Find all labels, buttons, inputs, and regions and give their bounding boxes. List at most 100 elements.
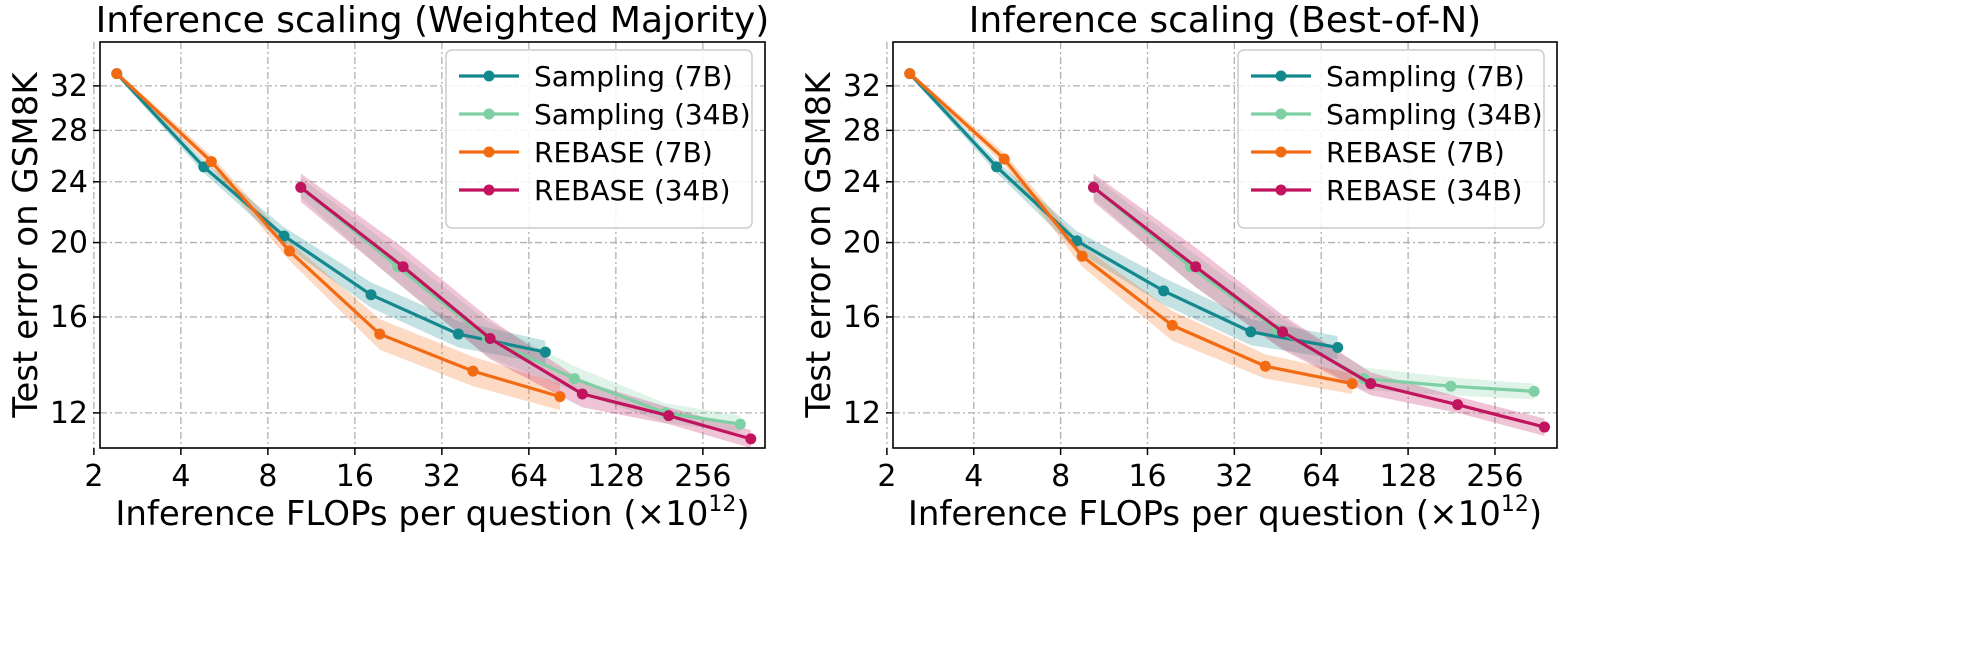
legend: Sampling (7B) Sampling (34B) REBASE (7B) RE… bbox=[445, 49, 753, 229]
confidence-band bbox=[909, 71, 1338, 360]
data-point bbox=[1158, 285, 1170, 297]
y-tick-label: 16 bbox=[50, 300, 88, 335]
x-tick-label: 32 bbox=[1215, 459, 1253, 494]
legend-item: REBASE (34B) bbox=[1251, 174, 1523, 207]
data-point bbox=[365, 289, 377, 301]
series-line bbox=[908, 72, 1338, 350]
data-point bbox=[1452, 399, 1464, 411]
x-axis-label-exponent: 12 bbox=[708, 492, 736, 517]
data-point bbox=[745, 433, 757, 445]
data-point bbox=[397, 261, 409, 273]
x-tick-label: 256 bbox=[674, 459, 731, 494]
data-point bbox=[1332, 341, 1344, 353]
data-point bbox=[1445, 380, 1457, 392]
legend-label: Sampling (7B) bbox=[534, 60, 733, 93]
data-point bbox=[374, 328, 386, 340]
data-point bbox=[467, 365, 479, 377]
data-point bbox=[1528, 385, 1540, 397]
y-tick-label: 12 bbox=[50, 396, 88, 431]
y-tick-label: 32 bbox=[50, 69, 88, 104]
y-tick-label: 20 bbox=[843, 226, 881, 261]
legend-swatch-marker bbox=[1275, 70, 1287, 82]
legend-label: REBASE (34B) bbox=[534, 174, 731, 207]
legend-item: Sampling (34B) bbox=[459, 98, 751, 131]
confidence-band bbox=[116, 71, 546, 364]
x-tick-label: 128 bbox=[587, 459, 644, 494]
data-point bbox=[278, 230, 290, 242]
data-point bbox=[1259, 360, 1271, 372]
legend: Sampling (7B) Sampling (34B) REBASE (7B) RE… bbox=[1237, 49, 1545, 229]
series-line bbox=[1092, 186, 1545, 429]
data-point bbox=[1538, 421, 1550, 433]
data-point bbox=[1076, 250, 1088, 262]
data-point bbox=[734, 418, 746, 430]
data-point bbox=[998, 153, 1010, 165]
x-axis-label-close: ) bbox=[1529, 494, 1542, 534]
series-line bbox=[299, 186, 741, 426]
data-point bbox=[205, 156, 217, 168]
x-tick-label: 32 bbox=[423, 459, 461, 494]
series-line bbox=[908, 72, 1353, 386]
y-tick-label: 32 bbox=[843, 69, 881, 104]
series-line bbox=[299, 186, 752, 441]
x-tick-label: 2 bbox=[877, 459, 896, 494]
x-tick-label: 16 bbox=[336, 459, 374, 494]
x-tick-label: 2 bbox=[84, 459, 103, 494]
legend-swatch-marker bbox=[483, 184, 495, 196]
data-point bbox=[111, 68, 123, 80]
y-axis-label: Test error on GSM8K bbox=[799, 71, 839, 419]
data-point bbox=[663, 410, 675, 422]
x-axis-label-exponent: 12 bbox=[1501, 492, 1529, 517]
chart-title: Inference scaling (Best-of-N) bbox=[969, 0, 1481, 41]
data-point bbox=[1365, 378, 1377, 390]
x-tick-label: 8 bbox=[1051, 459, 1070, 494]
legend-box bbox=[1237, 49, 1545, 229]
data-point bbox=[568, 373, 580, 385]
data-point bbox=[1245, 326, 1257, 338]
data-point bbox=[991, 161, 1003, 173]
legend-item: REBASE (34B) bbox=[459, 174, 731, 207]
legend-label: REBASE (7B) bbox=[534, 136, 713, 169]
legend-item: Sampling (7B) bbox=[459, 60, 733, 93]
x-axis-label-main: Inference FLOPs per question (×10 bbox=[115, 494, 708, 534]
x-tick-label: 4 bbox=[171, 459, 190, 494]
legend-item: Sampling (34B) bbox=[1251, 98, 1543, 131]
legend-label: REBASE (34B) bbox=[1326, 174, 1523, 207]
data-point bbox=[1277, 326, 1289, 338]
data-point bbox=[576, 388, 588, 400]
legend-swatch-marker bbox=[483, 70, 495, 82]
y-tick-label: 24 bbox=[843, 165, 881, 200]
legend-label: Sampling (34B) bbox=[534, 98, 751, 131]
legend-item: REBASE (7B) bbox=[1251, 136, 1505, 169]
legend-swatch-marker bbox=[1275, 146, 1287, 158]
x-tick-label: 4 bbox=[964, 459, 983, 494]
data-point bbox=[295, 181, 307, 193]
plot-frame bbox=[892, 41, 1558, 449]
data-point bbox=[1166, 319, 1178, 331]
legend-item: Sampling (7B) bbox=[1251, 60, 1525, 93]
series-line bbox=[115, 72, 546, 354]
data-point bbox=[1190, 261, 1202, 273]
x-tick-label: 128 bbox=[1379, 459, 1436, 494]
plot-frame bbox=[99, 41, 766, 449]
data-point bbox=[283, 245, 295, 257]
y-tick-label: 28 bbox=[843, 113, 881, 148]
series-line bbox=[115, 72, 561, 399]
legend-swatch-marker bbox=[483, 108, 495, 120]
x-axis-label: Inference FLOPs per question (×1012) bbox=[908, 492, 1542, 534]
x-axis-label-main: Inference FLOPs per question (×10 bbox=[908, 494, 1501, 534]
legend-label: Sampling (34B) bbox=[1326, 98, 1543, 131]
x-tick-label: 16 bbox=[1128, 459, 1166, 494]
x-tick-label: 8 bbox=[258, 459, 277, 494]
data-point bbox=[452, 328, 464, 340]
x-axis-label-close: ) bbox=[736, 494, 749, 534]
legend-swatch-marker bbox=[1275, 184, 1287, 196]
legend-label: Sampling (7B) bbox=[1326, 60, 1525, 93]
confidence-band bbox=[1093, 173, 1545, 436]
data-point bbox=[554, 391, 566, 403]
legend-box bbox=[445, 49, 753, 229]
x-tick-label: 256 bbox=[1466, 459, 1523, 494]
